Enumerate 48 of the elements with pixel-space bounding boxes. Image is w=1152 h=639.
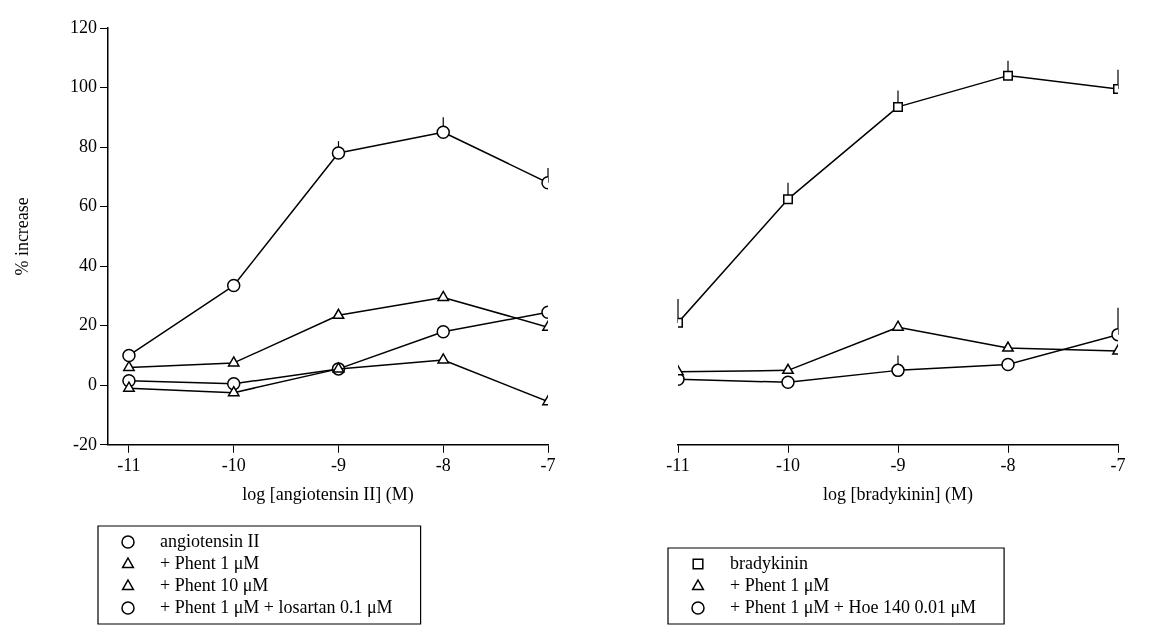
y-tick-label: 80	[79, 135, 97, 156]
x-tick-label: -8	[435, 455, 451, 476]
point	[1002, 341, 1014, 352]
x-tick-label: -11	[666, 455, 690, 476]
x-tick-label: -11	[117, 455, 141, 476]
y-tick-label: 60	[79, 195, 97, 216]
y-tick-label: 0	[88, 373, 97, 394]
point	[781, 375, 795, 390]
x-tick-label: -7	[1110, 455, 1126, 476]
x-tick-label: -10	[776, 455, 800, 476]
legend-label: + Phent 1 μM	[730, 574, 830, 595]
y-axis-title: % increase	[11, 197, 32, 276]
x-tick-label: -8	[1000, 455, 1016, 476]
point	[437, 353, 450, 364]
x-tick-label: -7	[540, 455, 556, 476]
legend-label: angiotensin II	[160, 530, 260, 551]
point	[331, 146, 346, 160]
point	[893, 101, 903, 112]
point	[1001, 357, 1015, 372]
legend-label: bradykinin	[730, 552, 808, 573]
y-tick-label: 100	[70, 76, 97, 97]
y-tick-label: 40	[79, 254, 97, 275]
point	[123, 381, 135, 392]
legend-label: + Phent 10 μM	[160, 574, 269, 595]
point	[227, 385, 240, 397]
y-tick-label: -20	[73, 433, 97, 454]
point	[1003, 70, 1013, 81]
point	[436, 125, 450, 139]
point	[227, 356, 240, 367]
legend-label: + Phent 1 μM	[160, 552, 260, 573]
y-tick-label: 120	[70, 16, 97, 37]
point	[436, 324, 450, 339]
point	[122, 348, 136, 363]
point	[782, 363, 794, 375]
x-axis-title: log [angiotensin II] (M)	[242, 483, 414, 505]
legend-label: + Phent 1 μM + Hoe 140 0.01 μM	[730, 596, 977, 617]
x-tick-label: -9	[330, 455, 346, 476]
point	[891, 363, 905, 378]
y-tick-label: 20	[79, 314, 97, 335]
point	[783, 194, 793, 205]
x-tick-label: -10	[221, 455, 246, 476]
point	[332, 308, 345, 320]
x-axis-title: log [bradykinin] (M)	[823, 483, 973, 505]
point	[892, 320, 904, 331]
legend-label: + Phent 1 μM + losartan 0.1 μM	[160, 596, 393, 617]
x-tick-label: -9	[890, 455, 906, 476]
point	[226, 278, 241, 293]
point	[437, 290, 450, 302]
